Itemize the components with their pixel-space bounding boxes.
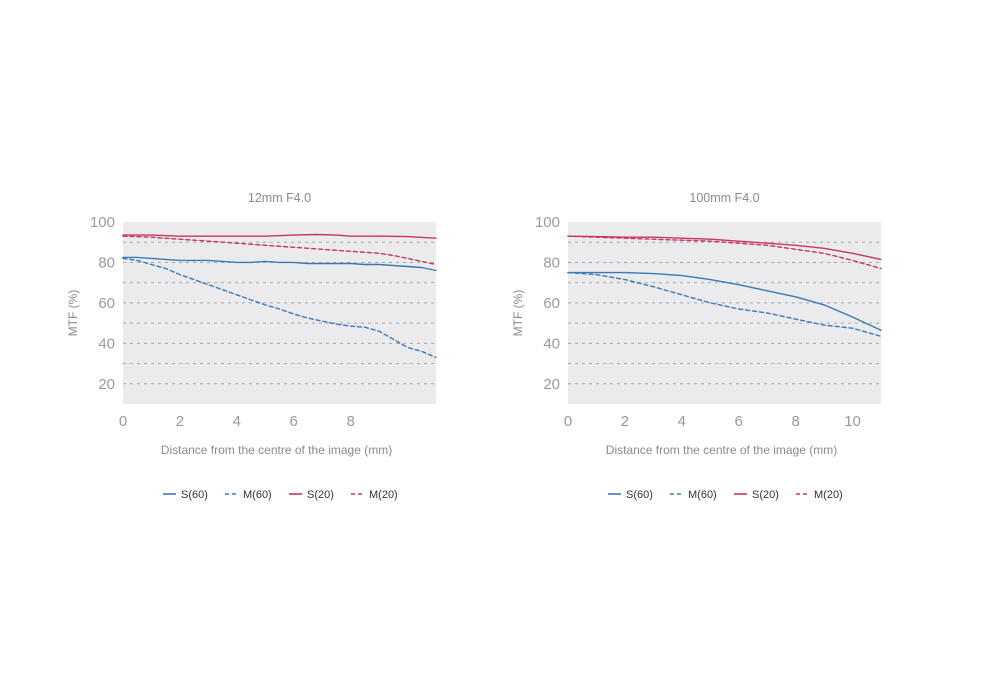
series-line-s60 [567, 271, 882, 331]
x-tick-label: 4 [233, 413, 241, 430]
series-line-m60 [567, 271, 882, 338]
legend-label: M(60) [688, 489, 717, 501]
x-tick-label: 2 [621, 413, 629, 430]
chart-svg: 100mm F4.0 20 40 60 80 100 0 2 4 6 8 10 MTF (%) Dista… [511, 191, 882, 501]
series-line-m20 [122, 235, 437, 266]
x-tick-label: 4 [678, 413, 686, 430]
y-tick-label: 40 [543, 335, 560, 352]
series-line-m20 [567, 235, 882, 270]
y-tick-label: 100 [535, 214, 560, 231]
plot-area [123, 222, 436, 404]
y-tick-label: 60 [543, 295, 560, 312]
series-line-s60 [122, 256, 437, 272]
x-tick-label: 8 [346, 413, 354, 430]
y-tick-label: 60 [98, 295, 115, 312]
series-line-m60 [122, 257, 437, 359]
y-tick-label: 100 [90, 214, 115, 231]
legend-label: M(60) [243, 489, 272, 501]
chart-svg: 12mm F4.0 20 40 60 80 100 0 2 4 6 8 MTF (%) Distance… [66, 191, 437, 501]
y-tick-label: 40 [98, 335, 115, 352]
y-tick-label: 20 [543, 376, 560, 393]
mtf-chart-12mm: 12mm F4.0 20 40 60 80 100 0 2 4 6 8 MTF (%) Distance… [55, 180, 505, 520]
plot-area [568, 222, 881, 404]
series-line-s20 [567, 235, 882, 261]
legend-label: S(60) [181, 489, 208, 501]
x-tick-label: 8 [791, 413, 799, 430]
x-axis-label: Distance from the centre of the image (m… [606, 443, 837, 457]
x-tick-label: 0 [119, 413, 127, 430]
x-axis-label: Distance from the centre of the image (m… [161, 443, 392, 457]
legend-label: S(20) [307, 489, 334, 501]
chart-title: 12mm F4.0 [248, 191, 311, 205]
series-line-s20 [122, 233, 437, 239]
x-tick-label: 2 [176, 413, 184, 430]
x-tick-label: 6 [290, 413, 298, 430]
x-tick-label: 10 [844, 413, 861, 430]
mtf-chart-100mm: 100mm F4.0 20 40 60 80 100 0 2 4 6 8 10 MTF (%) Dista… [500, 180, 950, 520]
legend-label: M(20) [369, 489, 398, 501]
y-tick-label: 80 [543, 254, 560, 271]
y-tick-label: 20 [98, 376, 115, 393]
x-tick-label: 6 [735, 413, 743, 430]
legend-label: S(20) [752, 489, 779, 501]
y-tick-label: 80 [98, 254, 115, 271]
chart-title: 100mm F4.0 [689, 191, 759, 205]
y-axis-label: MTF (%) [66, 290, 80, 337]
x-tick-label: 0 [564, 413, 572, 430]
y-axis-label: MTF (%) [511, 290, 525, 337]
legend-label: M(20) [814, 489, 843, 501]
legend-label: S(60) [626, 489, 653, 501]
